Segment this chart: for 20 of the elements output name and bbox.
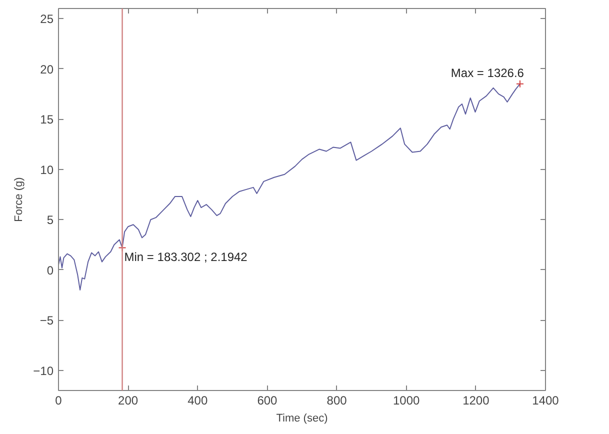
y-tick-label: 15	[40, 112, 54, 127]
annotation: Min = 183.302 ; 2.1942	[124, 250, 248, 264]
y-tick-label: 20	[40, 62, 54, 76]
annotation: Max = 1326.6	[450, 66, 524, 80]
y-tick-label: 25	[40, 12, 54, 26]
y-tick-label: −10	[33, 364, 54, 378]
y-axis-title: Force (g)	[13, 177, 26, 222]
x-tick-label: 1200	[462, 394, 490, 408]
y-tick-label: −5	[40, 314, 54, 328]
y-tick-label: 0	[46, 263, 54, 278]
y-tick-label: 5	[46, 213, 54, 228]
x-tick-label: 1400	[532, 394, 560, 408]
x-tick-label: 200	[118, 394, 138, 408]
x-tick-label: 0	[55, 394, 62, 408]
x-tick-label: 1000	[393, 394, 420, 408]
x-tick-label: 800	[326, 394, 348, 408]
x-tick-label: 400	[188, 394, 208, 408]
y-tick-label: 10	[40, 162, 54, 177]
x-axis-title: Time (sec)	[276, 412, 328, 424]
x-tick-label: 600	[257, 394, 278, 408]
